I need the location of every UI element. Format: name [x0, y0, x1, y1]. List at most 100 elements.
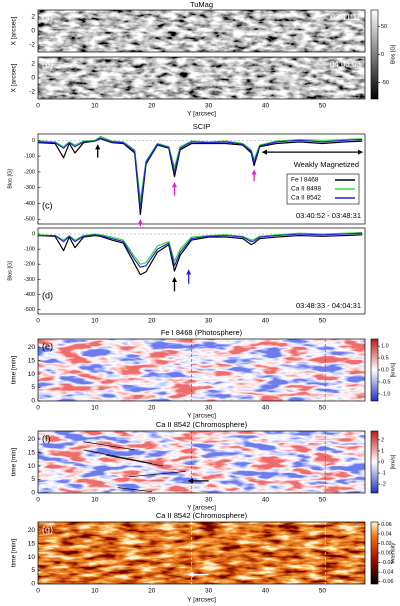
colorbar-label: [km/s]: [390, 454, 396, 469]
y-tick-label: -2: [29, 42, 35, 49]
x-axis-label: Y [arcsec]: [187, 597, 216, 604]
series-line: [38, 232, 363, 268]
colorbar-tick-label: 0.0: [381, 367, 389, 373]
panel-label: (c): [42, 200, 53, 210]
colorbar-label: Blos [G]: [390, 44, 396, 64]
y-tick-label: 0: [31, 75, 35, 82]
annotation: Weakly Magnetized: [294, 160, 359, 169]
y-tick-label: 10: [28, 554, 36, 561]
x-tick-label: 10: [91, 318, 99, 325]
y-tick-label: 10: [28, 371, 36, 378]
x-tick-label: 30: [205, 318, 213, 325]
colorbar-tick-label: 0.00: [381, 550, 392, 556]
colorbar-tick-label: 2: [381, 437, 384, 443]
y-tick-label: 0: [31, 398, 35, 405]
x-tick-label: 10: [91, 588, 99, 595]
guide-line: [117, 487, 152, 492]
colorbar: [370, 338, 379, 402]
y-tick-label: -300: [24, 185, 35, 191]
x-tick-label: 0: [36, 405, 40, 412]
x-tick-label: 40: [262, 497, 270, 504]
colorbar-tick-label: 0: [381, 52, 384, 58]
x-tick-label: 0: [36, 318, 40, 325]
panel-title: Ca II 8542 (Chromosphere): [156, 420, 248, 429]
x-tick-label: 50: [319, 588, 327, 595]
y-tick-label: 5: [31, 384, 35, 391]
x-tick-label: 30: [205, 497, 213, 504]
colorbar-tick-label: 0: [381, 459, 384, 465]
timestamp: 04:03:03: [330, 60, 362, 69]
colorbar-tick-label: -0.04: [381, 570, 394, 576]
image-map: [38, 522, 365, 584]
y-tick-label: 20: [28, 527, 36, 534]
series-line: [37, 137, 363, 209]
legend-label: Ca II 8498: [291, 186, 321, 193]
x-tick-label: 40: [262, 318, 270, 325]
x-tick-label: 50: [319, 103, 327, 110]
y-tick-label: 0: [32, 138, 35, 144]
panel-title: Ca II 8542 (Chromosphere): [156, 511, 248, 520]
y-tick-label: -400: [24, 292, 35, 298]
y-tick-label: 20: [28, 344, 36, 351]
colorbar-tick-label: -2: [381, 482, 386, 488]
y-tick-label: 5: [31, 567, 35, 574]
guide-line: [128, 471, 186, 478]
series-line: [37, 231, 363, 265]
frame: [37, 338, 366, 402]
y-tick-label: 0: [31, 581, 35, 588]
colorbar-tick-label: -50: [381, 80, 389, 86]
guide-line: [83, 449, 152, 464]
y-axis-label: X [arcsec]: [11, 63, 18, 92]
y-tick-label: 20: [28, 436, 36, 443]
colorbar-tick-label: -1: [381, 471, 386, 477]
x-axis-label: Y [arcsec]: [187, 413, 216, 420]
x-tick-label: 30: [205, 103, 213, 110]
colorbar-tick-label: 0.02: [381, 541, 392, 547]
y-tick-label: -100: [24, 247, 35, 253]
x-tick-label: 50: [319, 318, 327, 325]
guide-line: [83, 441, 135, 451]
y-tick-label: 5: [31, 476, 35, 483]
y-tick-label: -2: [29, 89, 35, 96]
x-tick-label: 20: [148, 103, 156, 110]
x-tick-label: 20: [148, 318, 156, 325]
y-tick-label: -500: [24, 307, 35, 313]
x-tick-label: 0: [36, 497, 40, 504]
image-map: [38, 431, 365, 493]
y-tick-label: 0: [31, 490, 35, 497]
x-tick-label: 50: [319, 497, 327, 504]
panel-label: (e): [42, 341, 53, 351]
panel-label: (d): [42, 290, 53, 300]
frame: [37, 227, 366, 315]
x-tick-label: 40: [262, 103, 270, 110]
y-axis-label: Blos [G]: [7, 169, 13, 189]
colorbar-label: Intensity: [390, 543, 396, 564]
colorbar-tick-label: 0.04: [381, 531, 392, 537]
colorbar-label: [km/s]: [390, 362, 396, 377]
legend-label: Ca II 8542: [291, 195, 321, 202]
y-tick-label: 2: [31, 14, 35, 21]
y-tick-label: -500: [24, 217, 35, 223]
panel-title: TuMag: [190, 0, 213, 9]
series-line: [37, 135, 363, 201]
panel-label: (g): [42, 524, 53, 534]
image-map: [38, 339, 365, 401]
frame: [37, 430, 366, 494]
legend-label: Fe I 8468: [291, 177, 319, 184]
panel-label: (b): [42, 59, 53, 69]
y-tick-label: -300: [24, 277, 35, 283]
x-tick-label: 50: [319, 405, 327, 412]
y-tick-label: 15: [28, 540, 36, 547]
y-axis-label: time [min]: [11, 539, 18, 567]
y-tick-label: -200: [24, 262, 35, 268]
x-tick-label: 40: [262, 588, 270, 595]
colorbar-tick-label: -0.5: [381, 379, 390, 385]
timestamp: 03:41:11: [330, 13, 361, 22]
y-tick-label: 0: [32, 231, 35, 237]
y-tick-label: 10: [28, 463, 36, 470]
y-tick-label: -400: [24, 201, 35, 207]
x-tick-label: 30: [205, 588, 213, 595]
colorbar-tick-label: -1.0: [381, 391, 390, 397]
x-tick-label: 20: [148, 405, 156, 412]
